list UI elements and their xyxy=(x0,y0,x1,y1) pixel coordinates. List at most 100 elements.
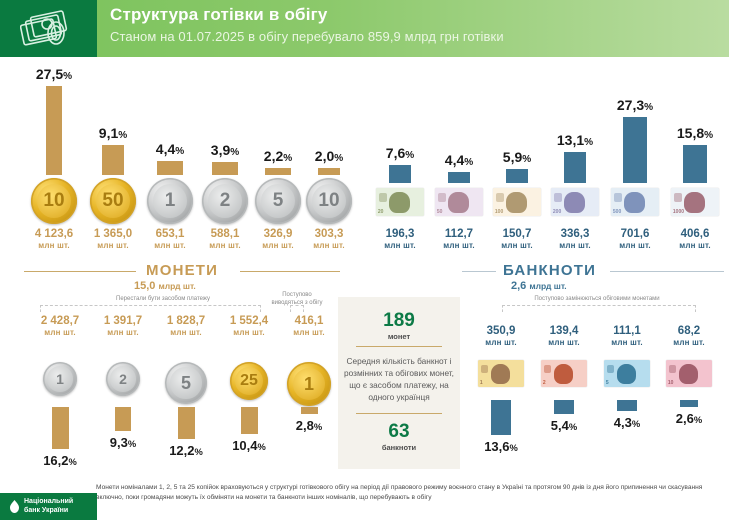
banknote-count-unit: млн шт. xyxy=(679,241,711,250)
lower-coin-bar xyxy=(177,407,195,439)
lower-coin-percent-label: 16,2% xyxy=(43,453,77,468)
banknote-bar xyxy=(564,152,586,183)
banknote-count-value: 701,6 xyxy=(620,228,650,240)
coins-bracket-label-right: Поступово виводяться з обігу xyxy=(252,292,342,307)
banknote-count-unit: млн шт. xyxy=(619,241,651,250)
banknote-art-wrap: 50 xyxy=(435,188,483,216)
lower-coin-count-unit: млн шт. xyxy=(44,328,76,337)
nbu-line-2: банк України xyxy=(24,507,69,515)
lower-coin-bar xyxy=(300,407,318,414)
percent-symbol: % xyxy=(405,150,415,161)
banknote-count-unit: млн шт. xyxy=(384,241,416,250)
coin-percent-label: 2,2% xyxy=(263,148,293,164)
lower-coin-art-wrap: 1 xyxy=(287,362,331,406)
lower-coin-percent-label: 2,8% xyxy=(295,418,323,433)
percent-symbol: % xyxy=(68,457,77,467)
coin-bar xyxy=(212,162,238,175)
average-per-person-panel: 189 монет Середня кількість банкнот і ро… xyxy=(338,297,460,469)
banknote-blob xyxy=(480,364,489,374)
coins-bracket-right-line2: виводяться з обігу xyxy=(271,299,323,306)
coin-face: 1 xyxy=(152,183,188,219)
percent-symbol: % xyxy=(509,443,518,453)
lower-banknote-count-unit: млн шт. xyxy=(673,338,705,347)
coin-art-wrap: 1 xyxy=(142,178,198,224)
coin-count-value: 1 365,0 xyxy=(93,228,133,240)
nbu-logo-text: Національний банк України xyxy=(24,497,73,516)
coin-face: 2 xyxy=(207,183,243,219)
coin-face: 25 xyxy=(234,366,264,396)
percent-symbol: % xyxy=(127,439,137,449)
panel-divider-top xyxy=(356,346,442,347)
lower-coin-bar xyxy=(240,407,258,434)
coins-divider-right xyxy=(240,271,340,272)
banknote-percent-label: 7,6% xyxy=(385,145,415,161)
lower-coin-count-unit: млн шт. xyxy=(107,328,139,337)
page-title: Структура готівки в обігу xyxy=(110,5,328,24)
percent-symbol: % xyxy=(693,415,703,425)
lower-banknote-art-wrap: 10 xyxy=(666,360,712,387)
banknote-portrait xyxy=(684,192,705,214)
banknote-image: 1000 xyxy=(671,188,719,216)
banknote-blob xyxy=(437,193,446,202)
banknote-blob xyxy=(673,193,682,202)
banknotes-divider-right xyxy=(610,271,724,272)
lower-coin-percent-label: 9,3% xyxy=(109,435,137,450)
lower-banknote-count-value: 350,9 xyxy=(486,325,516,337)
coin-image: 10 xyxy=(31,178,77,224)
lower-coin-count-value: 1 391,7 xyxy=(103,315,143,327)
banknote-blob xyxy=(495,193,504,202)
banknote-portrait xyxy=(564,192,585,214)
coin-face: 5 xyxy=(170,367,202,399)
percent-symbol: % xyxy=(63,71,73,82)
coin-percent-label: 2,0% xyxy=(314,148,344,164)
coin-image: 50 xyxy=(90,178,136,224)
banknote-percent-label: 5,9% xyxy=(502,149,532,165)
coin-count-unit: млн шт. xyxy=(154,241,186,250)
banknote-blob xyxy=(553,193,562,202)
banknote-denomination: 50 xyxy=(436,208,443,215)
coin-face: 2 xyxy=(110,366,136,392)
banknote-denomination: 1 xyxy=(479,379,483,386)
coins-bracket-left xyxy=(40,305,261,312)
banknote-bar xyxy=(448,172,470,183)
coin-art-wrap: 50 xyxy=(85,178,141,224)
banknote-denomination: 2 xyxy=(542,379,546,386)
percent-symbol: % xyxy=(230,147,240,158)
percent-symbol: % xyxy=(334,153,344,164)
coins-section-amount: 15,0 млрд шт. xyxy=(134,280,196,292)
lower-banknote-count-value: 68,2 xyxy=(677,325,701,337)
banknote-bar xyxy=(623,117,647,183)
coins-bracket-right-line1: Поступово xyxy=(282,292,312,298)
coin-percent-label: 4,4% xyxy=(155,141,185,157)
lower-banknote-bar xyxy=(680,400,698,407)
page-header: Структура готівки в обігу Станом на 01.0… xyxy=(0,0,729,57)
nbu-line-1: Національний xyxy=(24,498,74,505)
coin-bar xyxy=(318,168,340,175)
panel-divider-bottom xyxy=(356,413,442,414)
coin-count-unit: млн шт. xyxy=(209,241,241,250)
banknote-portrait xyxy=(553,364,574,385)
coin-percent-label: 9,1% xyxy=(98,125,128,141)
percent-symbol: % xyxy=(175,146,185,157)
coins-section-title: МОНЕТИ xyxy=(146,262,219,279)
percent-symbol: % xyxy=(118,130,128,141)
lower-banknote-count-unit: млн шт. xyxy=(611,338,643,347)
banknote-denomination: 200 xyxy=(552,208,562,215)
lower-coin-count-unit: млн шт. xyxy=(293,328,325,337)
banknotes-section-amount: 2,6 млрд шт. xyxy=(511,280,567,292)
coin-count-unit: млн шт. xyxy=(97,241,129,250)
average-description: Середня кількість банкнот і розмінних та… xyxy=(344,356,454,403)
banknotes-amount-unit: млрд шт. xyxy=(529,281,567,291)
banknote-denomination: 1000 xyxy=(672,208,685,215)
lower-banknote-percent-label: 2,6% xyxy=(675,411,703,426)
banknote-bar xyxy=(506,169,528,183)
percent-symbol: % xyxy=(631,419,641,429)
lower-banknote-count-value: 139,4 xyxy=(549,325,579,337)
percent-symbol: % xyxy=(313,422,323,432)
banknote-blob xyxy=(543,364,552,374)
banknote-count-value: 196,3 xyxy=(385,228,415,240)
coin-count-unit: млн шт. xyxy=(38,241,70,250)
coins-section-header: МОНЕТИ 15,0 млрд шт. xyxy=(24,262,340,296)
lower-coin-bar xyxy=(51,407,69,449)
percent-symbol: % xyxy=(568,422,578,432)
